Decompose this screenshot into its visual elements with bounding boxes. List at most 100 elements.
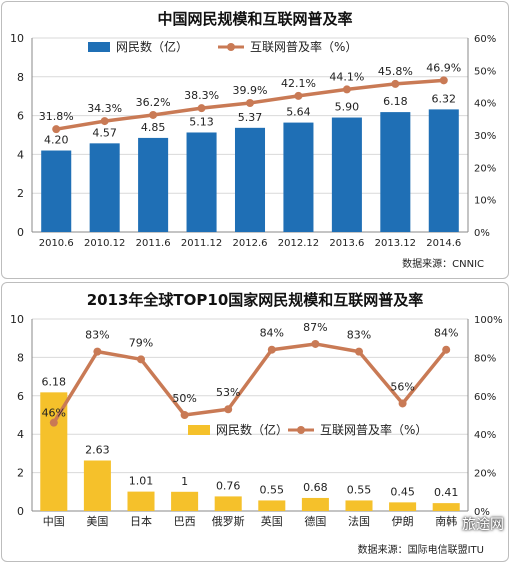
bar-value-label: 5.13 xyxy=(189,115,214,128)
penetration-rate-point xyxy=(49,418,58,427)
right-axis-tick-label: 80% xyxy=(474,353,496,364)
data-source-note: 数据来源：CNNIC xyxy=(402,257,484,270)
penetration-rate-label: 50% xyxy=(172,392,196,405)
right-axis-tick-label: 20% xyxy=(474,163,496,174)
right-axis-tick-label: 50% xyxy=(474,66,496,77)
left-axis-tick-label: 0 xyxy=(17,505,24,518)
chart-title: 中国网民规模和互联网普及率 xyxy=(157,10,352,28)
right-axis-tick-label: 60% xyxy=(474,392,496,403)
x-axis-category-label: 2010.6 xyxy=(39,238,74,249)
bar-value-label: 2.63 xyxy=(85,444,110,457)
x-axis-category-label: 俄罗斯 xyxy=(212,515,245,528)
penetration-rate-label: 46.9% xyxy=(426,61,461,74)
x-axis-category-label: 2012.12 xyxy=(278,238,319,249)
left-axis-tick-label: 10 xyxy=(10,313,24,326)
chart-title: 2013年全球TOP10国家网民规模和互联网普及率 xyxy=(87,291,424,309)
x-axis-category-label: 2013.12 xyxy=(375,238,416,249)
bar-value-label: 6.18 xyxy=(42,375,67,388)
x-axis-category-label: 南韩 xyxy=(435,514,457,528)
left-axis-tick-label: 4 xyxy=(17,428,24,441)
x-axis-category-label: 中国 xyxy=(43,515,65,528)
penetration-rate-line xyxy=(52,342,448,424)
penetration-rate-point xyxy=(294,91,303,100)
left-axis-tick-label: 8 xyxy=(17,351,24,364)
chart-panel-top10: 2013年全球TOP10国家网民规模和互联网普及率 0 2 4 6 8 10 0% 20% 40%… xyxy=(1,282,509,562)
left-axis-tick-label: 2 xyxy=(17,187,24,200)
penetration-rate-label: 79% xyxy=(129,336,153,349)
data-source-note: 数据来源：国际电信联盟ITU xyxy=(358,543,484,556)
x-axis-category-label: 2010.12 xyxy=(84,238,125,249)
x-axis-category-label: 英国 xyxy=(261,514,283,528)
penetration-rate-point xyxy=(342,85,351,94)
bar xyxy=(380,112,411,232)
watermark-text: 旅途网 xyxy=(462,517,504,533)
bar xyxy=(389,502,417,511)
right-axis-tick-label: 10% xyxy=(474,196,496,207)
x-axis-category-label: 2012.6 xyxy=(233,238,268,249)
legend-bar-label: 网民数（亿） xyxy=(116,39,188,54)
penetration-rate-label: 38.3% xyxy=(184,89,219,102)
chart-panel-china: 中国网民规模和互联网普及率 0 2 4 6 8 10 0% 10% 20% 30% 40% 50% 60%… xyxy=(1,1,509,279)
bar-value-label: 5.37 xyxy=(238,111,263,124)
right-axis-tick-label: 100% xyxy=(474,315,503,326)
right-axis-tick-label: 60% xyxy=(474,34,496,45)
bar-value-label: 4.57 xyxy=(92,126,117,139)
penetration-rate-point xyxy=(93,347,102,356)
penetration-rate-label: 53% xyxy=(216,386,240,399)
right-axis-tick-label: 20% xyxy=(474,469,496,480)
legend-line-label: 互联网普及率（%） xyxy=(250,39,357,54)
bar-value-label: 5.64 xyxy=(286,106,311,119)
penetration-rate-point xyxy=(197,104,206,113)
penetration-rate-label: 31.8% xyxy=(39,110,74,123)
bar-value-label: 0.45 xyxy=(390,485,415,498)
bar xyxy=(234,127,266,232)
penetration-rate-label: 87% xyxy=(303,321,327,334)
penetration-rate-point xyxy=(100,117,109,126)
bar-value-label: 6.18 xyxy=(383,95,408,108)
penetration-rate-label: 45.8% xyxy=(378,65,413,78)
right-axis-tick-label: 40% xyxy=(474,99,496,110)
x-axis-category-label: 日本 xyxy=(130,514,152,528)
left-axis-tick-label: 4 xyxy=(17,148,24,161)
x-axis-category-label: 2013.6 xyxy=(329,238,364,249)
x-axis-category-label: 法国 xyxy=(348,514,370,528)
x-axis-category-label: 2014.6 xyxy=(426,238,461,249)
penetration-rate-label: 56% xyxy=(390,380,414,393)
penetration-rate-label: 34.3% xyxy=(87,102,122,115)
left-axis-tick-label: 0 xyxy=(17,226,24,239)
bar-value-label: 1 xyxy=(181,475,188,488)
penetration-rate-label: 44.1% xyxy=(329,70,364,83)
left-axis-tick-label: 2 xyxy=(17,467,24,480)
right-axis-tick-label: 0% xyxy=(474,507,490,518)
bar xyxy=(301,497,329,511)
bar xyxy=(127,491,155,511)
bar-value-label: 0.76 xyxy=(216,479,241,492)
chart-top10-countries: 2013年全球TOP10国家网民规模和互联网普及率02468100%20%40%… xyxy=(10,291,503,556)
legend-line-marker xyxy=(297,426,305,434)
penetration-rate-label: 39.9% xyxy=(233,84,268,97)
penetration-rate-label: 36.2% xyxy=(136,96,171,109)
penetration-rate-point xyxy=(137,355,145,364)
bar xyxy=(40,392,68,511)
bar-value-label: 0.55 xyxy=(260,483,285,496)
bar-value-label: 5.90 xyxy=(335,101,360,114)
bar xyxy=(331,117,362,232)
bar-value-label: 6.32 xyxy=(432,92,457,105)
penetration-rate-point xyxy=(391,79,400,88)
bar xyxy=(258,500,286,511)
left-axis-tick-label: 6 xyxy=(17,110,24,123)
bar xyxy=(345,500,373,511)
bar-value-label: 1.01 xyxy=(129,475,154,488)
legend-bar-swatch xyxy=(88,42,110,52)
bar xyxy=(171,491,199,511)
bar xyxy=(41,150,72,232)
x-axis-category-label: 2011.6 xyxy=(136,238,171,249)
bar xyxy=(83,460,111,511)
x-axis-category-label: 巴西 xyxy=(174,515,196,528)
x-axis-category-label: 伊朗 xyxy=(392,515,414,528)
penetration-rate-point xyxy=(267,345,276,354)
penetration-rate-label: 83% xyxy=(85,329,109,342)
penetration-rate-label: 83% xyxy=(347,329,371,342)
right-axis-tick-label: 30% xyxy=(474,131,496,142)
bar-value-label: 4.85 xyxy=(141,121,166,134)
